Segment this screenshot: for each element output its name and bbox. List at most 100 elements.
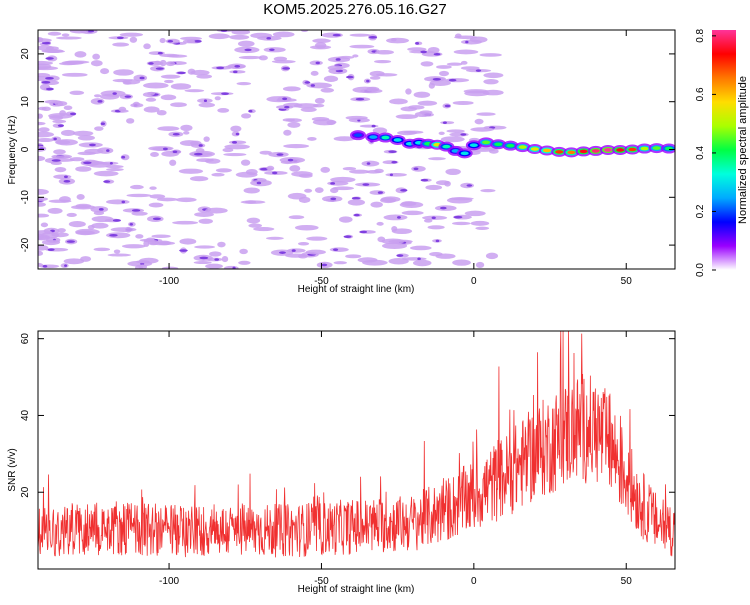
noise-blob-core (139, 76, 145, 80)
noise-blob (136, 260, 150, 264)
noise-blob (113, 69, 134, 76)
noise-blob (178, 168, 204, 174)
noise-blob (189, 176, 209, 182)
noise-blob (287, 121, 301, 128)
noise-blob-core (315, 61, 320, 65)
noise-blob (374, 59, 392, 64)
ridge-point (542, 148, 551, 153)
noise-blob-core (335, 69, 344, 73)
noise-blob (53, 149, 66, 155)
ridge-point (381, 135, 390, 140)
noise-blob (63, 258, 85, 265)
noise-blob-core (214, 258, 220, 261)
noise-blob (330, 187, 339, 194)
noise-blob (169, 159, 177, 166)
noise-blob-core (57, 124, 64, 127)
ridge-point (460, 151, 469, 156)
noise-blob (401, 210, 424, 216)
noise-blob (369, 76, 381, 80)
noise-blob-core (435, 239, 440, 243)
noise-blob (464, 210, 486, 217)
noise-blob (132, 101, 140, 107)
ridge-point (652, 146, 661, 150)
noise-blob (172, 220, 199, 225)
noise-blob-core (466, 184, 473, 187)
noise-blob (75, 230, 95, 236)
noise-blob (454, 35, 478, 40)
noise-blob (312, 119, 337, 126)
noise-blob (460, 60, 468, 65)
snr-y-tick-label: 60 (20, 333, 31, 345)
ridge-point (393, 138, 402, 142)
ridge-point (369, 135, 378, 139)
noise-blob (483, 72, 504, 79)
noise-blob (461, 39, 482, 45)
noise-blob-core (453, 215, 463, 219)
noise-blob (399, 201, 424, 208)
noise-blob-core (112, 92, 117, 95)
noise-blob (126, 193, 152, 198)
noise-blob-core (45, 57, 54, 60)
noise-blob (57, 228, 66, 233)
noise-blob (405, 88, 412, 95)
snr-y-tick-label: 20 (20, 486, 31, 498)
noise-blob (145, 97, 157, 102)
noise-blob (283, 143, 310, 149)
ridge-point (518, 145, 527, 149)
noise-blob (44, 99, 62, 104)
noise-blob-core (172, 132, 180, 136)
noise-blob-core (335, 58, 341, 61)
noise-blob (143, 43, 151, 50)
noise-blob (383, 214, 408, 221)
noise-blob (428, 82, 435, 89)
colorbar: 0.0 0.2 0.4 0.6 0.8 Normalized spectral ampl… (695, 28, 749, 276)
noise-blob (38, 213, 50, 218)
noise-blob (248, 223, 262, 228)
noise-blob (97, 147, 114, 154)
chart-title: KOM5.2025.276.05.16.G27 (263, 1, 446, 18)
spectrogram-x-tick-label: 50 (621, 276, 633, 287)
noise-blob (370, 201, 383, 208)
noise-blob (429, 251, 443, 257)
snr-series-line (38, 331, 675, 558)
noise-blob (289, 165, 301, 172)
noise-blob (297, 242, 310, 246)
noise-blob (425, 184, 443, 191)
noise-blob-core (355, 97, 365, 101)
noise-blob (446, 62, 463, 66)
noise-blob-core (287, 158, 294, 162)
noise-blob (235, 171, 258, 178)
noise-blob (143, 239, 155, 243)
ridge-point (469, 143, 478, 147)
noise-blob-core (234, 65, 241, 68)
noise-blob-core (63, 175, 68, 179)
noise-blob (151, 234, 171, 238)
noise-blob (342, 166, 357, 171)
ridge-point (555, 150, 564, 154)
noise-blob (376, 221, 384, 226)
noise-blob (224, 144, 250, 150)
noise-blob (196, 158, 214, 163)
noise-blob (246, 217, 261, 224)
noise-blob-core (431, 216, 436, 220)
noise-blob-core (83, 161, 92, 165)
noise-blob (110, 227, 137, 232)
noise-blob-core (232, 266, 236, 269)
noise-blob (388, 258, 409, 265)
noise-blob (453, 49, 479, 55)
ridge-point (494, 142, 503, 147)
noise-blob-core (198, 144, 203, 147)
spectrogram-x-axis: -100 -50 0 50 (159, 30, 632, 287)
snr-x-axis: -100 -50 0 50 (159, 331, 632, 587)
noise-blob (56, 36, 82, 40)
noise-blob (130, 184, 144, 190)
noise-blob (345, 254, 362, 259)
spectrogram-y-label: Frequency (Hz) (7, 116, 18, 185)
snr-panel: -100 -50 0 50 20 40 60 Height of straight lin… (7, 330, 676, 595)
noise-blob (129, 36, 138, 43)
noise-blob (306, 236, 328, 241)
noise-blob (194, 245, 216, 249)
noise-blob (305, 249, 326, 255)
noise-blob (148, 202, 164, 208)
noise-blob-core (172, 150, 178, 154)
